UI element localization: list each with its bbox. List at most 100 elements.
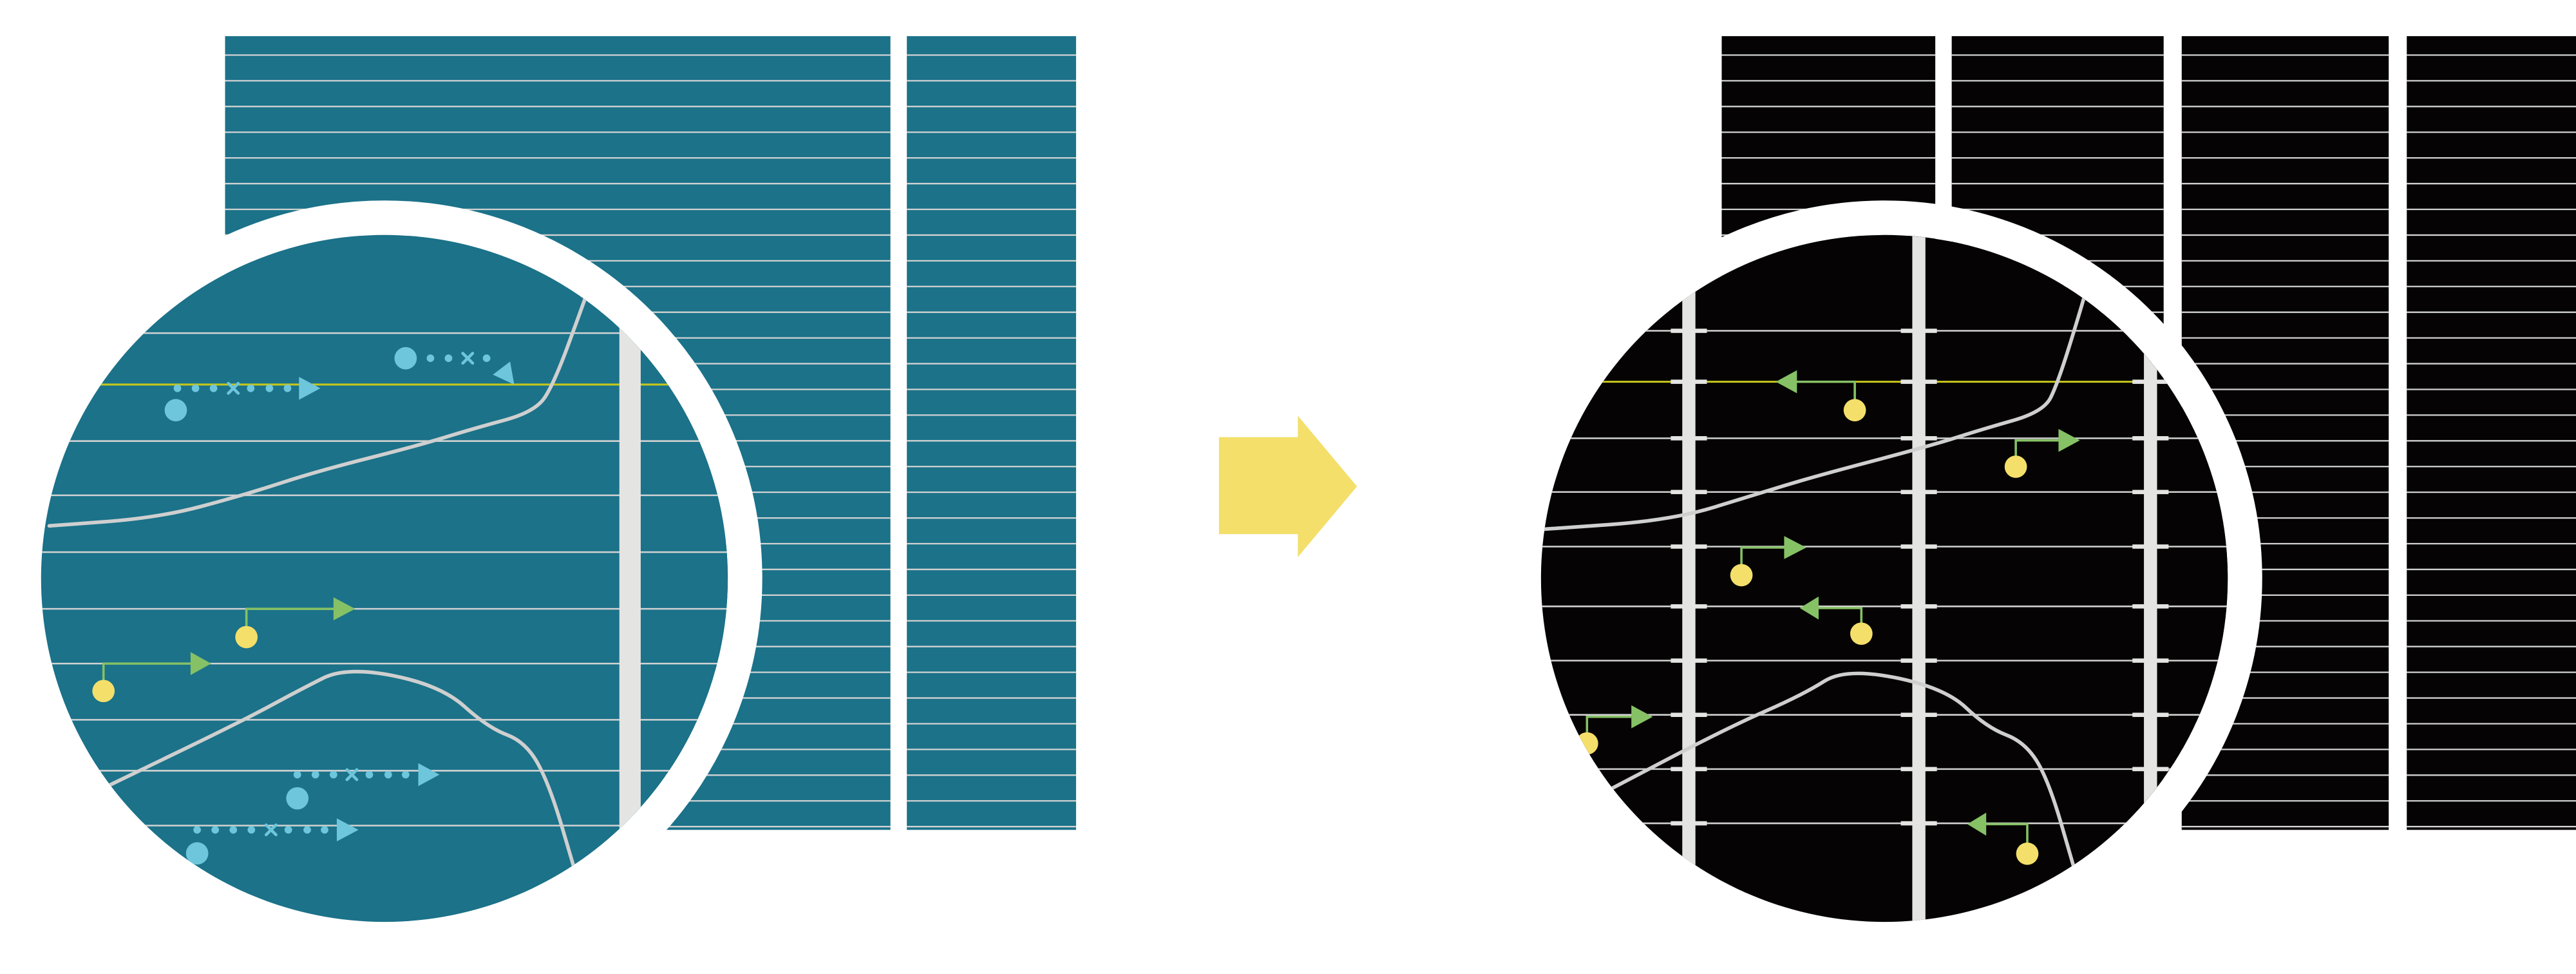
dot-marker bbox=[247, 826, 256, 834]
bar-tick-mark bbox=[1900, 544, 1937, 549]
cross-marker-icon bbox=[227, 381, 240, 395]
after-col-4-column bbox=[2407, 36, 2576, 830]
magnified-background bbox=[41, 234, 728, 922]
bar-tick-mark bbox=[1671, 490, 1707, 495]
arrow-head-icon bbox=[1776, 370, 1797, 394]
yellow-dot-marker bbox=[2016, 842, 2039, 865]
dot-marker bbox=[191, 384, 200, 392]
bar-tick-mark bbox=[1671, 821, 1707, 826]
bar-tick-mark bbox=[1671, 604, 1707, 609]
magnifier-ring-icon bbox=[6, 200, 762, 957]
triangle-marker-icon bbox=[299, 376, 321, 400]
dot-marker bbox=[247, 384, 255, 392]
arrow-head-icon bbox=[1799, 597, 1819, 620]
start-circle-marker bbox=[394, 347, 417, 370]
bar-tick-mark bbox=[2132, 379, 2169, 384]
bar-tick-mark bbox=[2132, 658, 2169, 663]
bar-tick-mark bbox=[1671, 658, 1707, 663]
arrow-head-icon bbox=[333, 597, 355, 621]
trajectory-curve bbox=[47, 269, 597, 528]
trajectory-curve bbox=[1542, 269, 2094, 531]
bar-tick-mark bbox=[1900, 712, 1937, 718]
cross-marker-icon bbox=[345, 768, 359, 781]
dot-marker bbox=[293, 770, 301, 779]
dot-marker bbox=[311, 770, 319, 779]
after-panel bbox=[1506, 36, 2576, 957]
yellow-dot-marker bbox=[235, 625, 258, 649]
dot-marker bbox=[329, 770, 337, 779]
green-arrow-with-dot bbox=[1730, 536, 1806, 587]
vertical-bar bbox=[2144, 234, 2157, 922]
bar-tick-mark bbox=[2132, 436, 2169, 441]
triangle-marker-icon bbox=[336, 818, 359, 842]
bar-tick-mark bbox=[1900, 821, 1937, 826]
green-arrow-with-dot bbox=[1776, 370, 1866, 422]
arrow-head-icon bbox=[2058, 428, 2080, 452]
dot-marker bbox=[426, 354, 435, 362]
green-arrow-with-dot bbox=[92, 652, 211, 703]
dot-marker bbox=[321, 826, 328, 834]
green-arrow-with-dot bbox=[2004, 428, 2080, 478]
right-arrow-shape bbox=[1218, 415, 1358, 557]
yellow-dot-marker bbox=[1730, 564, 1753, 587]
dot-marker bbox=[283, 384, 292, 392]
magnified-view bbox=[1540, 234, 2228, 922]
bar-tick-mark bbox=[1900, 436, 1937, 441]
magnified-view bbox=[41, 234, 728, 922]
yellow-dot-marker bbox=[1843, 399, 1866, 422]
start-circle-marker bbox=[185, 842, 209, 865]
dot-marker bbox=[365, 770, 374, 779]
bar-tick-mark bbox=[2132, 712, 2169, 718]
dot-marker bbox=[173, 384, 182, 392]
triangle-marker-icon bbox=[418, 763, 440, 787]
dot-marker bbox=[284, 826, 292, 834]
dot-marker bbox=[482, 354, 491, 362]
dot-marker bbox=[303, 826, 311, 834]
dot-marker bbox=[193, 826, 201, 834]
bar-tick-mark bbox=[2132, 544, 2169, 549]
magnified-background bbox=[1540, 234, 2228, 922]
trajectory-curve bbox=[97, 669, 577, 873]
magnifier-ring-icon bbox=[1506, 200, 2262, 957]
before-panel bbox=[6, 36, 1076, 957]
bar-tick-mark bbox=[1900, 490, 1937, 495]
bar-tick-mark bbox=[1900, 604, 1937, 609]
vertical-bar bbox=[1912, 234, 1926, 922]
dot-marker bbox=[384, 770, 392, 779]
bar-tick-mark bbox=[1900, 767, 1937, 772]
dot-marker bbox=[229, 826, 238, 834]
vertical-bar bbox=[619, 234, 641, 922]
dot-marker bbox=[209, 384, 218, 392]
bar-tick-mark bbox=[1671, 767, 1707, 772]
vertical-bar bbox=[1682, 234, 1696, 922]
arrow-head-icon bbox=[1631, 705, 1653, 729]
arrow-head-icon bbox=[1967, 812, 1987, 836]
yellow-dot-marker bbox=[1850, 622, 1873, 645]
yellow-dot-marker bbox=[92, 680, 115, 703]
bar-tick-mark bbox=[1900, 658, 1937, 663]
bar-tick-mark bbox=[2132, 767, 2169, 772]
dot-marker bbox=[211, 826, 220, 834]
bar-tick-mark bbox=[1671, 544, 1707, 549]
green-arrow-with-dot bbox=[1967, 812, 2039, 865]
cross-marker-icon bbox=[264, 823, 278, 837]
triangle-marker-icon bbox=[493, 361, 515, 385]
transition-arrow-icon bbox=[1218, 415, 1358, 557]
start-circle-marker bbox=[164, 399, 187, 422]
bar-tick-mark bbox=[1671, 712, 1707, 718]
before-side-column bbox=[907, 36, 1076, 830]
bar-tick-mark bbox=[1900, 329, 1937, 333]
green-arrow-with-dot bbox=[235, 597, 355, 649]
bar-tick-mark bbox=[2132, 604, 2169, 609]
dot-marker bbox=[265, 384, 274, 392]
bar-tick-mark bbox=[1900, 379, 1937, 384]
dot-marker bbox=[444, 354, 453, 362]
green-arrow-with-dot bbox=[1799, 597, 1873, 645]
arrow-head-icon bbox=[1784, 536, 1806, 559]
cross-marker-icon bbox=[461, 352, 475, 365]
bar-tick-mark bbox=[2132, 490, 2169, 495]
bar-tick-mark bbox=[1671, 436, 1707, 441]
bar-tick-mark bbox=[1671, 329, 1707, 333]
trajectory-curve bbox=[1600, 671, 2077, 873]
